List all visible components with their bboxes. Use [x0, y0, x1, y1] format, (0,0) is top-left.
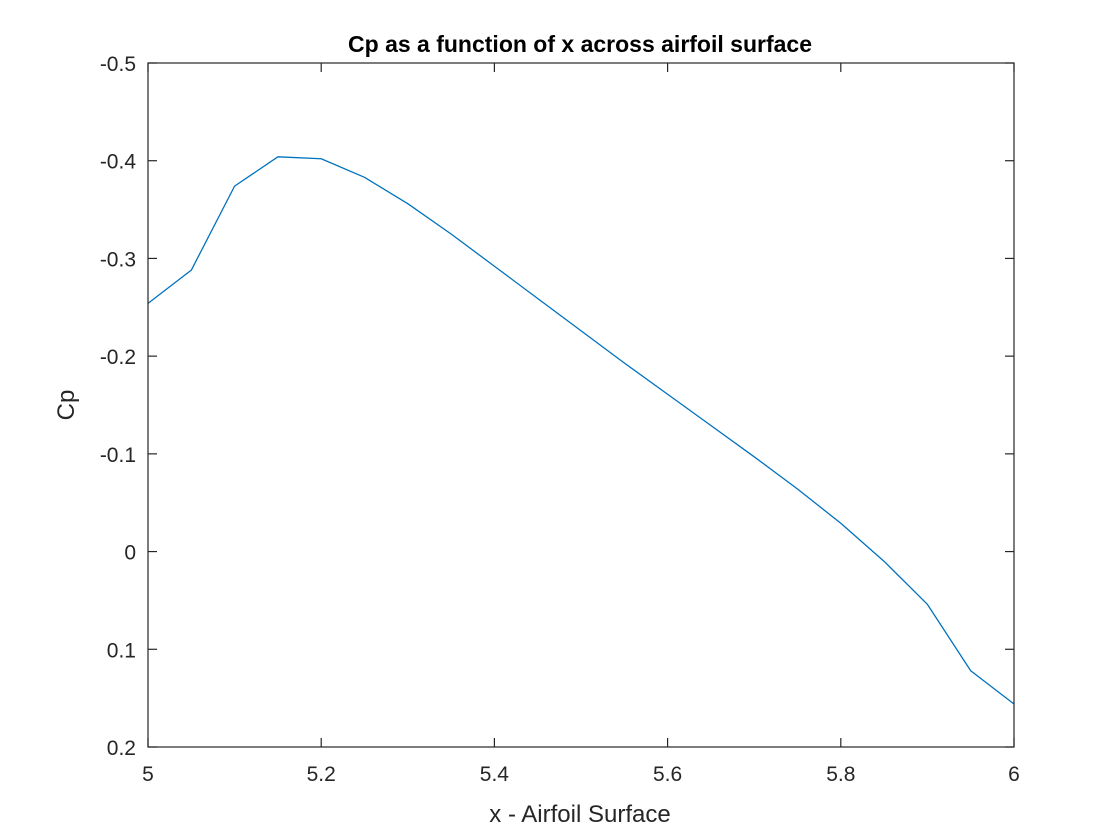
x-tick-label: 5.4: [480, 763, 510, 786]
y-tick-label: -0.3: [100, 248, 136, 271]
x-tick-label: 5.2: [307, 763, 336, 786]
chart-title: Cp as a function of x across airfoil sur…: [348, 31, 812, 57]
y-tick-label: 0.2: [107, 737, 136, 760]
x-tick-label: 5.6: [653, 763, 682, 786]
x-tick-label: 6: [1008, 763, 1020, 786]
series-layer: [147, 156, 1015, 705]
x-tick-label: 5.8: [826, 763, 855, 786]
plot-area: [148, 63, 1014, 747]
y-tick-label: 0.1: [107, 639, 136, 662]
y-tick-label: -0.1: [100, 444, 136, 467]
x-tick-label: 5: [142, 763, 154, 786]
axes-box: [147, 62, 1015, 748]
ticks: 5 5.2 5.4 5.6 5.8 6 -0.5 -0.4 -0.3 -0.2 -0.1 0 0.1 0.…: [100, 53, 1020, 786]
y-tick-label: -0.4: [100, 151, 137, 174]
y-tick-label: -0.5: [100, 53, 136, 76]
y-tick-label: -0.2: [100, 346, 136, 369]
x-axis-label: x - Airfoil Surface: [489, 801, 670, 828]
y-tick-label: 0: [124, 542, 136, 565]
y-axis-label: Cp: [53, 390, 80, 421]
series-line: [147, 156, 1015, 705]
